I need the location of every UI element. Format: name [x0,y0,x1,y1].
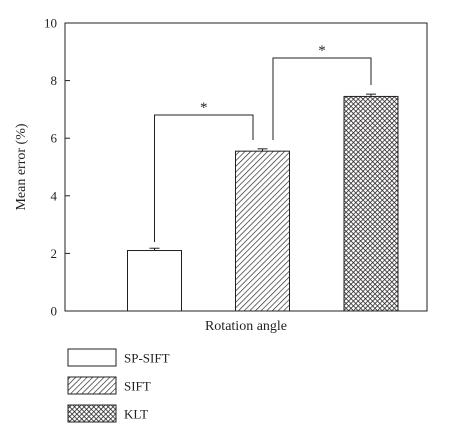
significance-star: * [318,43,326,59]
error-bar [366,93,376,97]
significance-bracket: * [154,100,254,242]
y-tick-label: 8 [51,73,58,88]
significance-bracket: * [272,43,372,140]
bars [127,93,399,312]
legend-item-sift: SIFT [67,376,151,395]
significance-annotations: ** [154,43,372,242]
y-tick-label: 10 [44,16,57,31]
y-tick-label: 6 [51,131,58,146]
y-tick-label: 2 [51,246,58,261]
legend: SP-SIFT SIFT KLT [67,348,170,423]
y-tick-label: 4 [51,188,58,203]
legend-swatch [67,348,117,367]
legend-label: SP-SIFT [124,351,170,366]
legend-label: SIFT [124,379,151,394]
legend-swatch [67,404,117,423]
bar-sift [235,150,290,312]
y-axis: 0 2 4 6 8 10 [44,16,70,319]
legend-item-sp-sift: SP-SIFT [67,348,170,367]
error-bar [257,148,268,152]
legend-item-klt: KLT [67,404,148,423]
y-tick-label: 0 [51,304,58,319]
legend-swatch [67,376,117,395]
y-axis-label: Mean error (%) [14,123,29,210]
bar-sp-sift [127,250,182,312]
significance-star: * [200,100,208,116]
legend-label: KLT [124,407,148,422]
error-bar [149,247,160,251]
bar-klt [343,95,399,312]
x-axis-label: Rotation angle [205,319,287,334]
